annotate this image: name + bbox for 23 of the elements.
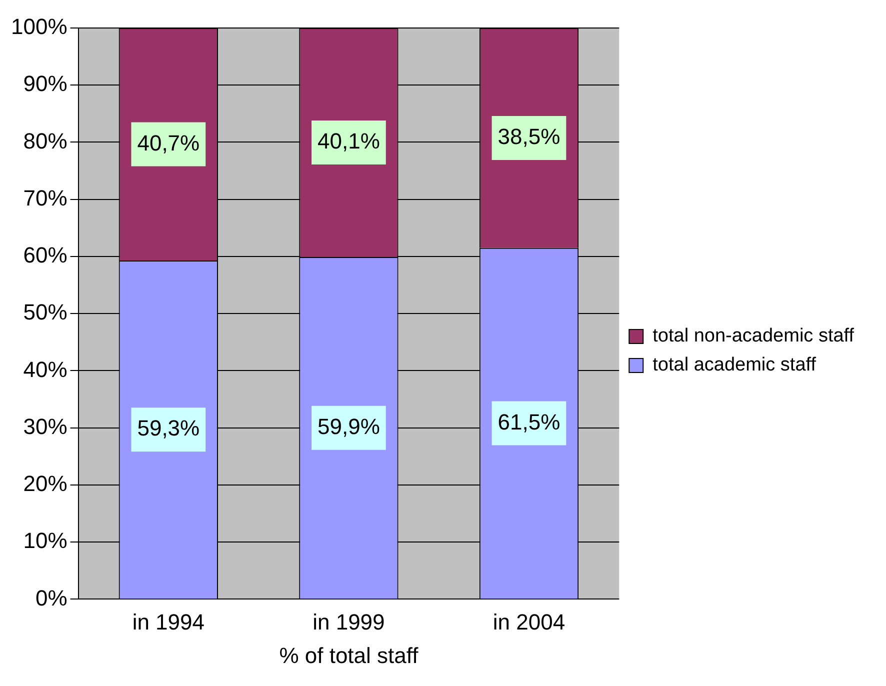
data-label: 40,1% [318,128,380,154]
y-tick-label: 10% [23,528,68,554]
y-tick-label: 20% [23,471,68,496]
x-axis-title: % of total staff [279,642,420,668]
y-tick-label: 50% [23,300,68,325]
y-tick-label: 100% [10,14,68,40]
y-tick-label: 0% [35,585,68,610]
data-label: 38,5% [498,124,560,150]
y-tick-label: 80% [23,128,68,154]
y-tick-label: 70% [23,185,68,210]
y-tick-label: 30% [23,414,68,439]
legend-label: total academic staff [652,354,817,376]
data-label: 61,5% [498,409,560,434]
x-tick-label: in 2004 [492,609,566,634]
x-tick-label: in 1999 [312,609,385,634]
data-label: 40,7% [137,130,200,156]
data-label: 59,3% [137,416,200,441]
y-tick-label: 40% [23,356,68,382]
legend-label: total non-academic staff [652,326,855,347]
x-tick-label: in 1994 [132,609,205,634]
y-tick-label: 90% [23,71,68,96]
y-tick-label: 60% [23,242,68,268]
data-label: 59,9% [318,414,380,439]
